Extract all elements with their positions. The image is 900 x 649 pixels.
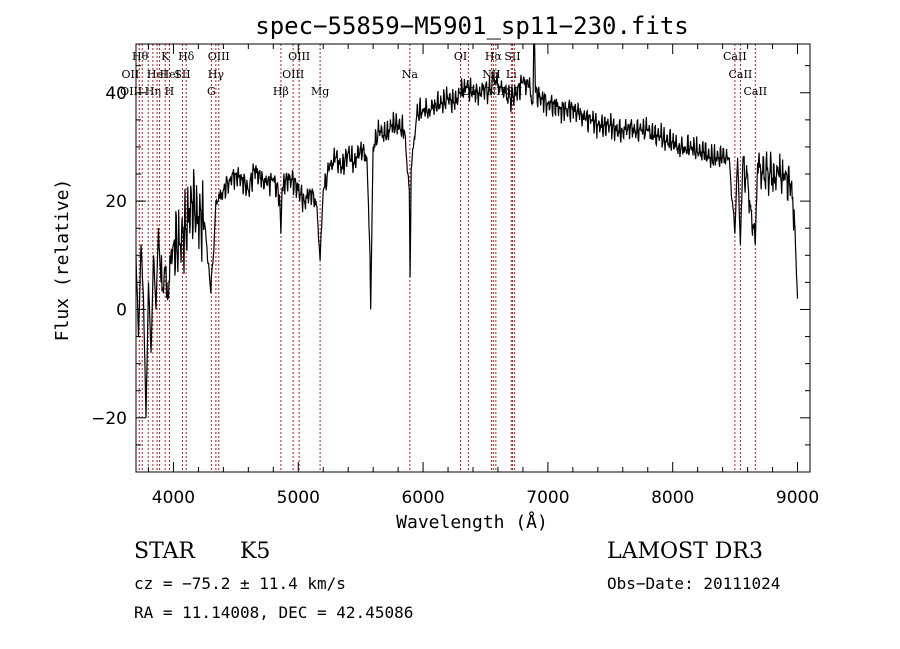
x-tick-label: 7000 <box>526 488 569 508</box>
spectral-line-label: OIII <box>288 50 310 63</box>
spectral-line-label: Hη <box>145 85 161 98</box>
spectral-line-label: SII <box>504 50 520 63</box>
coordinates-readout: RA = 11.14008, DEC = 42.45086 <box>134 603 413 622</box>
spectral-line-label: CaII <box>723 50 747 63</box>
spectral-line-label: Na <box>402 68 419 81</box>
y-tick-label: 0 <box>116 300 127 320</box>
flux-series-line <box>136 44 798 418</box>
spectral-line-label: Hα <box>485 50 503 63</box>
object-subclass: K5 <box>240 539 270 564</box>
observation-date: Obs−Date: 20111024 <box>607 574 780 593</box>
x-tick-label: 5000 <box>277 488 320 508</box>
spectral-line-label: K <box>161 50 170 63</box>
chart-title: spec−55859−M5901_sp11−230.fits <box>255 12 688 40</box>
x-tick-label: 8000 <box>651 488 694 508</box>
spectral-line-label: CaII <box>729 68 753 81</box>
x-tick-label: 6000 <box>401 488 444 508</box>
spectral-line-label: Hγ <box>208 68 225 81</box>
spectrum-figure: spec−55859−M5901_sp11−230.fits OII OIII Hθ… <box>0 0 900 649</box>
y-tick-label: −20 <box>91 409 127 429</box>
spectral-line-label: H <box>165 85 175 98</box>
object-class: STAR <box>134 539 195 564</box>
x-axis-label: Wavelength (Å) <box>396 511 548 533</box>
spectral-line-label: OIII <box>208 50 230 63</box>
spectral-line-label: Hβ <box>273 85 289 98</box>
spectral-line-label: Li <box>506 68 517 81</box>
spectral-line-label: G <box>207 85 216 98</box>
spectral-line-label: OI <box>454 50 467 63</box>
spectral-line-label: OIII <box>282 68 304 81</box>
axis-ticks: 4000 5000 6000 7000 8000 9000 −20 0 20 40 <box>91 44 819 508</box>
redshift-readout: cz = −75.2 ± 11.4 km/s <box>134 574 346 593</box>
spectral-line-label: OII <box>122 68 140 81</box>
y-tick-label: 40 <box>105 84 127 104</box>
x-tick-label: 4000 <box>152 488 195 508</box>
y-axis-label: Flux (relative) <box>52 179 73 342</box>
spectral-line-label: Mg <box>311 85 329 98</box>
spectral-line-label: Hθ <box>132 50 149 63</box>
y-tick-label: 20 <box>105 192 127 212</box>
plot-frame <box>136 44 810 472</box>
spectral-line-label: CaII <box>743 85 767 98</box>
x-tick-label: 9000 <box>776 488 819 508</box>
spectral-line-label: Hδ <box>178 50 195 63</box>
survey-name: LAMOST DR3 <box>607 539 763 564</box>
spectral-line-label: SII <box>174 68 190 81</box>
